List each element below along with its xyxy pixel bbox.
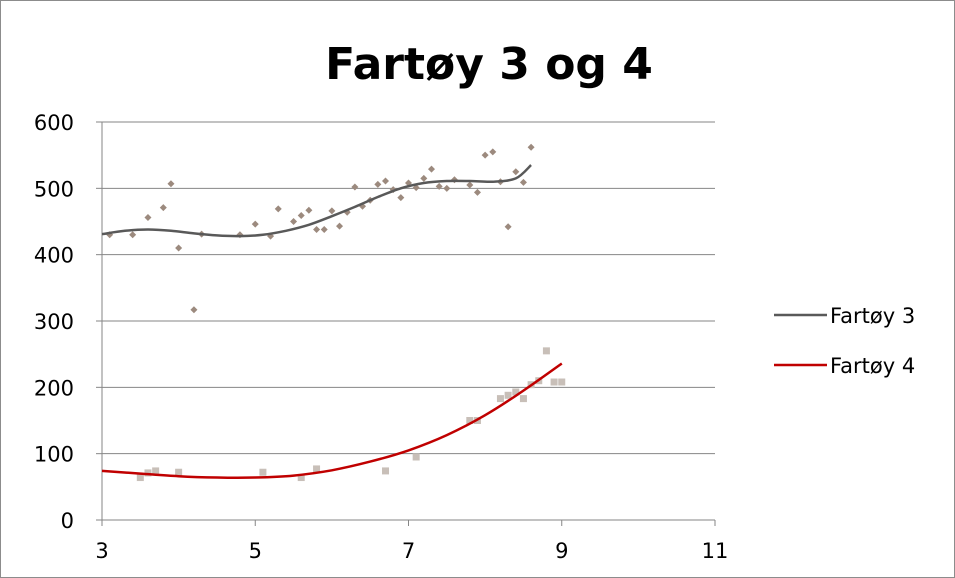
y-tick-label: 0 bbox=[61, 509, 74, 533]
x-tick-label: 5 bbox=[249, 539, 262, 563]
y-tick-label: 100 bbox=[34, 443, 74, 467]
data-point-diamond bbox=[427, 165, 435, 173]
x-tick-label: 7 bbox=[402, 539, 415, 563]
y-tick-label: 400 bbox=[34, 244, 74, 268]
data-point-diamond bbox=[473, 188, 481, 196]
series-1 bbox=[101, 143, 535, 314]
x-tick-label: 3 bbox=[95, 539, 108, 563]
legend-label-2: Fartøy 4 bbox=[830, 354, 915, 378]
trendline-2 bbox=[101, 362, 563, 480]
data-point-diamond bbox=[251, 220, 259, 228]
data-point-diamond bbox=[420, 174, 428, 182]
data-point-square bbox=[175, 468, 183, 476]
data-point-square bbox=[558, 378, 566, 386]
data-point-diamond bbox=[175, 244, 183, 252]
data-point-square bbox=[297, 474, 305, 482]
trendline-1 bbox=[101, 164, 532, 238]
x-tick-label: 11 bbox=[702, 539, 729, 563]
data-point-square bbox=[412, 453, 420, 461]
data-point-diamond bbox=[397, 194, 405, 202]
data-point-diamond bbox=[159, 204, 167, 212]
data-point-square bbox=[144, 469, 152, 477]
data-point-square bbox=[152, 467, 160, 475]
data-point-diamond bbox=[504, 223, 512, 231]
chart-title: Fartøy 3 og 4 bbox=[325, 39, 653, 90]
data-point-diamond bbox=[489, 148, 497, 156]
data-series bbox=[101, 143, 566, 482]
axes: 0 100 200 300 400 500 600 3 5 7 9 11 bbox=[34, 111, 728, 563]
data-point-diamond bbox=[320, 225, 328, 233]
data-point-diamond bbox=[336, 222, 344, 230]
data-point-diamond bbox=[328, 207, 336, 215]
legend-label-1: Fartøy 3 bbox=[830, 304, 915, 328]
data-point-square bbox=[550, 378, 558, 386]
y-tick-label: 200 bbox=[34, 376, 74, 400]
data-point-square bbox=[313, 465, 321, 473]
data-point-diamond bbox=[443, 184, 451, 192]
data-point-diamond bbox=[481, 151, 489, 159]
data-point-diamond bbox=[527, 143, 535, 151]
series-2 bbox=[101, 347, 566, 482]
data-point-diamond bbox=[435, 182, 443, 190]
data-point-diamond bbox=[167, 180, 175, 188]
data-point-diamond bbox=[374, 180, 382, 188]
data-point-square bbox=[382, 467, 390, 475]
data-point-square bbox=[512, 388, 520, 396]
data-point-square bbox=[542, 347, 550, 355]
data-point-diamond bbox=[190, 306, 198, 314]
data-point-diamond bbox=[274, 205, 282, 213]
data-point-square bbox=[259, 468, 267, 476]
y-tick-label: 300 bbox=[34, 310, 74, 334]
data-point-square bbox=[136, 474, 144, 482]
data-point-diamond bbox=[290, 218, 298, 225]
data-point-square bbox=[496, 395, 504, 403]
data-point-square bbox=[466, 417, 474, 424]
data-point-diamond bbox=[382, 177, 390, 185]
y-tick-label: 500 bbox=[34, 177, 74, 201]
legend: Fartøy 3 Fartøy 4 bbox=[774, 304, 915, 378]
data-point-diamond bbox=[297, 212, 305, 220]
data-point-diamond bbox=[351, 183, 359, 191]
x-tick-label: 9 bbox=[555, 539, 568, 563]
data-point-diamond bbox=[466, 181, 474, 189]
gridlines bbox=[102, 121, 715, 455]
data-point-diamond bbox=[129, 231, 137, 239]
data-point-diamond bbox=[305, 206, 313, 214]
data-point-diamond bbox=[144, 214, 152, 222]
data-point-diamond bbox=[313, 225, 321, 233]
data-point-square bbox=[519, 395, 527, 403]
data-point-diamond bbox=[519, 178, 527, 186]
data-point-diamond bbox=[512, 168, 520, 176]
y-tick-label: 600 bbox=[34, 111, 74, 135]
data-point-square bbox=[504, 391, 512, 399]
